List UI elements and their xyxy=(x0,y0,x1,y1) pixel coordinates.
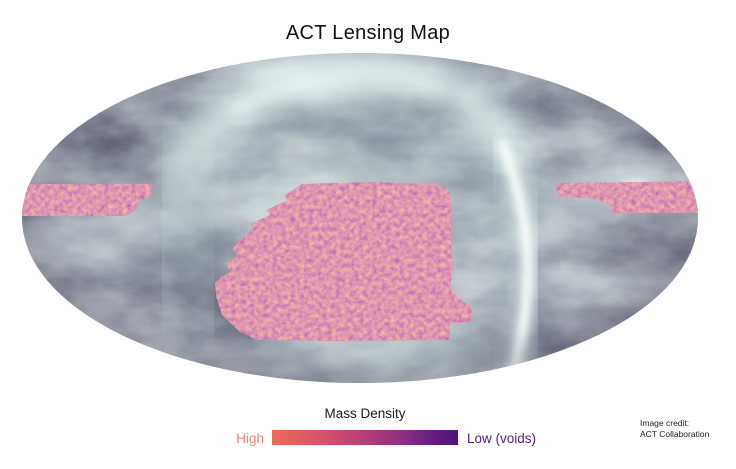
act-footprint-right-stripe xyxy=(556,181,698,213)
image-credit-line2: ACT Collaboration xyxy=(640,429,710,439)
act-footprints xyxy=(22,181,698,341)
colorbar-title: Mass Density xyxy=(324,406,406,421)
colorbar-low-label: Low (voids) xyxy=(467,431,537,446)
image-credit: Image credit: ACT Collaboration xyxy=(640,418,709,440)
colorbar-gradient xyxy=(272,430,458,445)
page-title: ACT Lensing Map xyxy=(285,22,451,44)
act-footprint-left-stripe xyxy=(22,184,152,216)
image-credit-line1: Image credit: xyxy=(640,418,690,428)
mollweide-ellipse xyxy=(22,53,698,383)
colorbar-high-label: High xyxy=(236,431,264,446)
act-footprint-main xyxy=(215,182,472,341)
